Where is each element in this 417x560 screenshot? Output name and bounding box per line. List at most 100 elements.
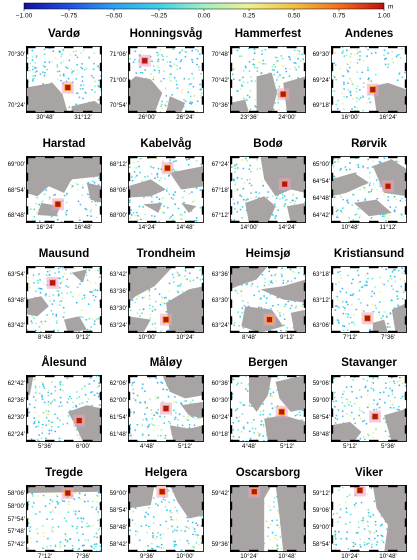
measurement-point: [64, 533, 67, 535]
measurement-point: [159, 415, 161, 418]
latitude-tick-label: 63°54': [7, 271, 25, 279]
measurement-point: [287, 300, 290, 303]
measurement-point: [387, 66, 389, 69]
measurement-point: [395, 290, 398, 293]
map-frame: [128, 266, 204, 333]
measurement-point: [132, 212, 135, 214]
measurement-point: [164, 506, 167, 508]
measurement-point: [141, 180, 144, 182]
measurement-point: [76, 531, 79, 534]
measurement-point: [369, 531, 372, 533]
measurement-point: [383, 157, 386, 159]
land-area: [290, 309, 306, 333]
measurement-point: [167, 396, 170, 398]
measurement-point: [191, 58, 193, 61]
measurement-point: [54, 390, 57, 392]
measurement-point: [66, 292, 69, 295]
measurement-point: [172, 519, 175, 522]
measurement-point: [187, 164, 190, 166]
measurement-point: [368, 537, 370, 540]
measurement-point: [51, 518, 54, 521]
longitude-tick-label: 10°24': [341, 553, 359, 560]
measurement-point: [255, 191, 257, 193]
measurement-point: [283, 205, 286, 208]
measurement-point: [357, 164, 360, 166]
latitude-tick-label: 62°36': [7, 397, 25, 404]
colorbar-tick-label: 0.25: [243, 13, 256, 20]
measurement-point: [281, 275, 283, 277]
measurement-point: [82, 49, 85, 52]
measurement-point: [375, 408, 378, 411]
measurement-point: [96, 289, 99, 292]
measurement-point: [353, 53, 356, 56]
measurement-point: [93, 543, 96, 546]
measurement-point: [184, 55, 187, 58]
measurement-point: [82, 84, 85, 86]
latitude-tick-label: 69°30': [312, 51, 330, 59]
measurement-point: [51, 530, 54, 533]
measurement-point: [350, 411, 353, 414]
measurement-point: [267, 191, 269, 193]
measurement-point: [135, 72, 138, 74]
measurement-point: [48, 420, 50, 422]
panel-title: Trondheim: [136, 248, 196, 260]
measurement-point: [271, 195, 274, 197]
latitude-tick-label: 59°06': [312, 507, 330, 514]
measurement-point: [236, 202, 239, 205]
measurement-point: [359, 188, 361, 191]
measurement-point: [35, 426, 37, 428]
measurement-point: [384, 58, 386, 61]
measurement-point: [371, 277, 374, 280]
measurement-point: [291, 270, 294, 273]
measurement-point: [180, 529, 183, 532]
measurement-point: [176, 509, 178, 512]
measurement-point: [169, 511, 172, 513]
measurement-point: [34, 391, 37, 394]
measurement-point: [68, 106, 71, 109]
measurement-point: [392, 61, 395, 64]
measurement-point: [369, 328, 371, 331]
land-area: [143, 202, 163, 213]
measurement-point: [254, 80, 257, 83]
measurement-point: [356, 269, 359, 272]
measurement-point: [342, 325, 344, 327]
measurement-point: [351, 108, 353, 110]
measurement-point: [164, 104, 167, 107]
measurement-point: [302, 58, 305, 61]
measurement-point: [232, 435, 235, 438]
measurement-point: [169, 422, 172, 425]
measurement-point: [372, 377, 375, 380]
land-area: [86, 182, 102, 203]
measurement-point: [199, 269, 201, 272]
measurement-point: [357, 166, 360, 168]
latitude-tick-label: 69°24': [312, 76, 330, 84]
measurement-point: [59, 388, 62, 391]
measurement-point: [349, 494, 351, 496]
measurement-point: [259, 414, 262, 416]
measurement-point: [277, 377, 280, 380]
measurement-point: [169, 64, 171, 67]
measurement-point: [71, 185, 74, 187]
measurement-point: [159, 537, 162, 540]
measurement-point: [59, 541, 62, 544]
measurement-point: [57, 329, 59, 332]
measurement-point: [339, 270, 342, 273]
measurement-point: [171, 525, 174, 528]
measurement-point: [59, 401, 62, 404]
measurement-point: [131, 382, 134, 384]
measurement-point: [242, 198, 245, 201]
measurement-point: [158, 201, 161, 204]
measurement-point: [155, 411, 158, 414]
measurement-point: [297, 271, 300, 274]
measurement-point: [262, 409, 265, 412]
measurement-point: [162, 55, 164, 58]
measurement-point: [235, 163, 238, 166]
longitude-tick-label: 16°24': [379, 114, 397, 121]
measurement-point: [156, 412, 159, 415]
measurement-point: [35, 290, 37, 293]
measurement-point: [242, 187, 245, 190]
measurement-point: [373, 399, 375, 401]
tide-gauge-station-marker: [384, 182, 392, 190]
measurement-point: [129, 529, 131, 532]
measurement-point: [262, 413, 265, 416]
